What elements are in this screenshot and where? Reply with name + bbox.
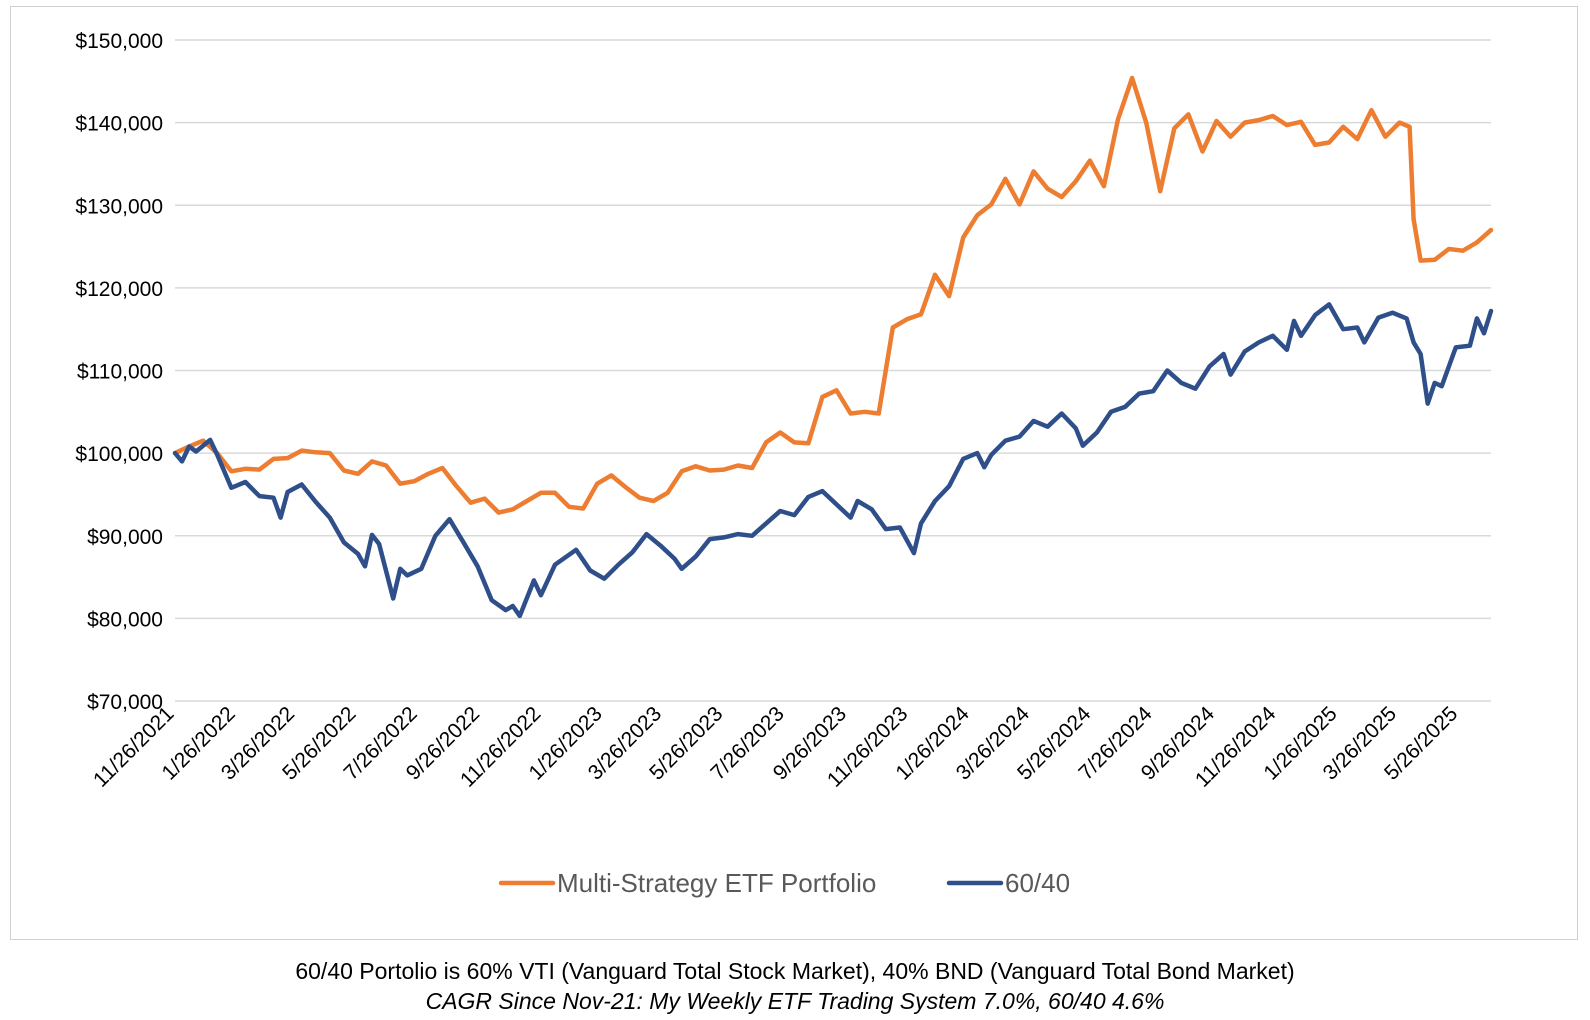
caption-portfolio-definition: 60/40 Portolio is 60% VTI (Vanguard Tota… [295,958,1295,984]
legend-label: 60/40 [1005,868,1070,898]
y-tick-label: $150,000 [75,30,163,53]
chart-area: $70,000 $80,000 $90,000 $100,000 $110,000 $12… [10,6,1578,940]
x-tick-label: 11/26/2021 [89,702,178,791]
y-tick-label: $70,000 [87,691,163,714]
y-tick-label: $120,000 [75,278,163,301]
series-line-multi-strategy [172,75,1494,515]
y-tick-label: $80,000 [87,608,163,631]
y-tick-label: $140,000 [75,113,163,136]
y-tick-label: $90,000 [87,526,163,549]
line-chart: $70,000 $80,000 $90,000 $100,000 $110,000 $12… [75,30,1494,898]
series-line-60-40 [172,302,1494,619]
legend-label: Multi-Strategy ETF Portfolio [557,868,876,898]
y-tick-label: $110,000 [77,361,163,384]
caption-cagr: CAGR Since Nov-21: My Weekly ETF Trading… [425,988,1165,1014]
y-tick-label: $100,000 [75,443,163,466]
y-tick-label: $130,000 [75,195,163,218]
